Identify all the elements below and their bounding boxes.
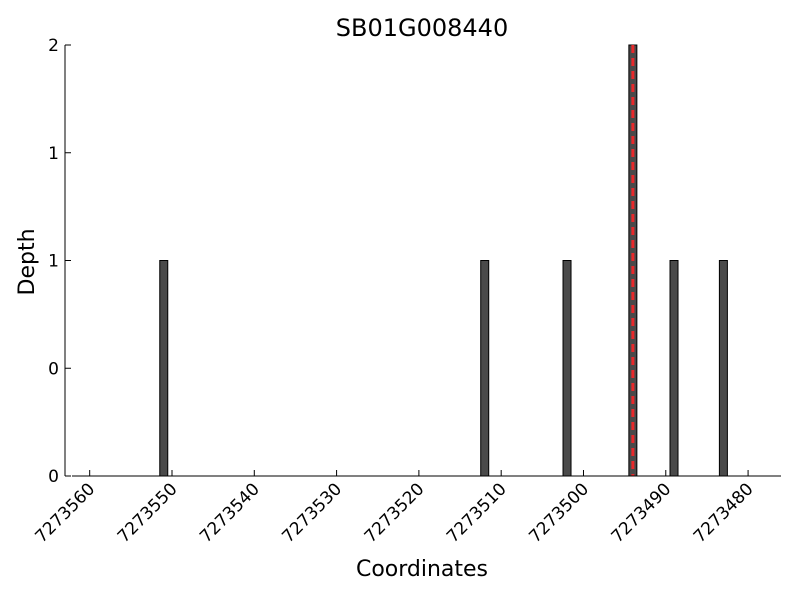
y-axis-label: Depth [15, 228, 40, 295]
bar [159, 260, 169, 477]
x-tick-label: 7273500 [525, 479, 593, 547]
y-ticks-group: 0 0 1 1 2 [48, 36, 71, 487]
x-tick-label: 7273560 [32, 479, 100, 547]
bar [718, 260, 728, 477]
bars-group [159, 44, 728, 477]
x-tick-label: 7273550 [114, 479, 182, 547]
x-ticks-group: 7273560 7273550 7273540 7273530 7273520 72735… [32, 470, 758, 547]
x-tick-label: 7273540 [196, 479, 264, 547]
x-axis-label: Coordinates [356, 557, 488, 582]
x-tick-label: 7273520 [361, 479, 429, 547]
y-tick-label: 1 [48, 144, 59, 164]
chart-title: SB01G008440 [336, 14, 508, 42]
bar [480, 260, 490, 477]
y-tick-label: 0 [48, 359, 59, 379]
x-tick-label: 7273490 [608, 479, 676, 547]
bar [562, 260, 572, 477]
y-tick-label: 1 [48, 252, 59, 272]
y-tick-label: 0 [48, 467, 59, 487]
x-tick-label: 7273480 [690, 479, 758, 547]
x-tick-label: 7273530 [278, 479, 346, 547]
y-tick-label: 2 [48, 36, 59, 56]
bar [669, 260, 679, 477]
x-tick-label: 7273510 [443, 479, 511, 547]
